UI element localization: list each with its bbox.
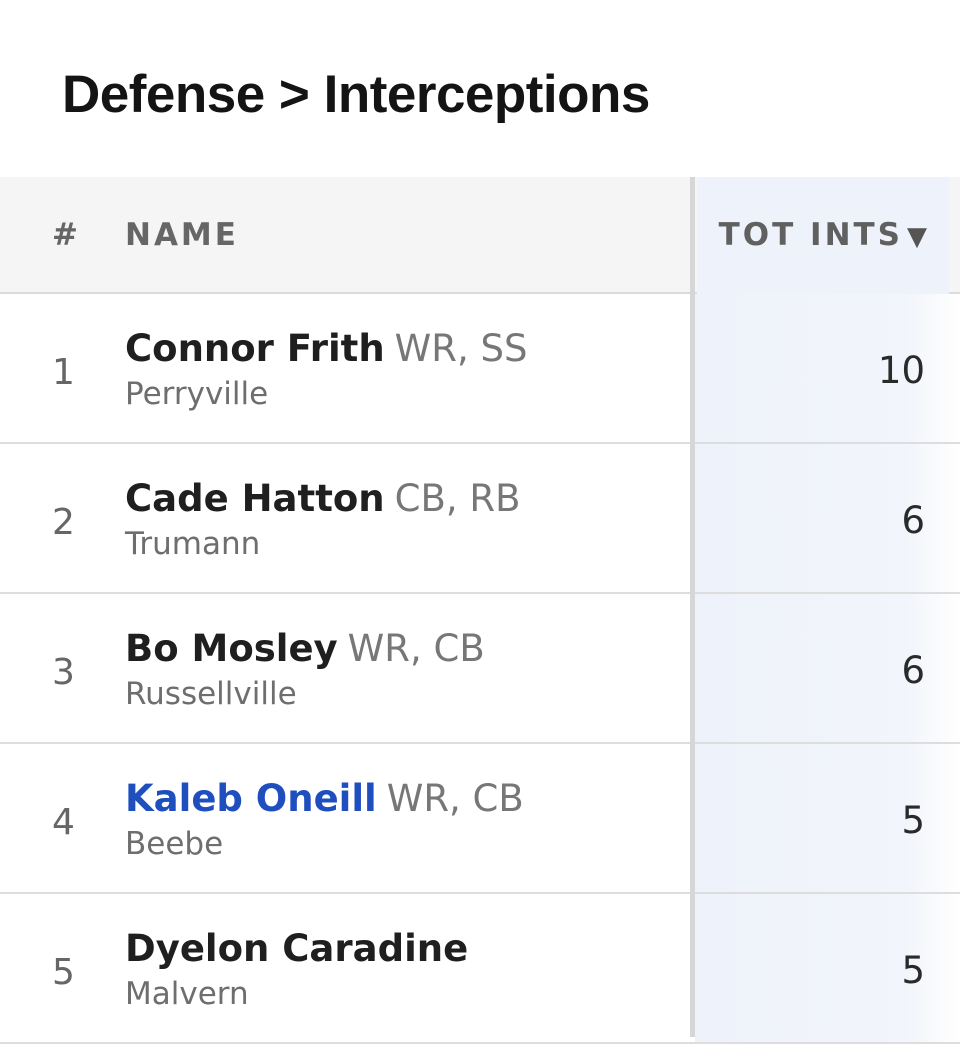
row-rank: 3 [52,652,75,693]
interceptions-table: # NAME TOT INTS ▼ 1 Connor Frith WR, SS Pe… [0,177,960,1044]
stat-column-highlight [695,894,960,1042]
tot-ints-value: 6 [901,649,925,692]
row-rank: 5 [52,952,75,993]
stat-column-highlight [695,744,960,892]
tot-ints-value: 10 [877,349,925,392]
column-header-name[interactable]: NAME [125,217,239,253]
player-positions: WR, CB [386,777,524,820]
player-name-line: Connor Frith WR, SS [125,327,527,371]
tot-ints-value: 6 [901,499,925,542]
table-row: 3 Bo Mosley WR, CB Russellville 6 [0,594,960,744]
player-school: Beebe [125,826,224,862]
player-name-line: Bo Mosley WR, CB [125,627,485,671]
player-school: Malvern [125,976,249,1012]
player-name: Cade Hatton [125,477,385,520]
player-name: Dyelon Caradine [125,927,469,970]
player-name-line: Dyelon Caradine [125,927,478,971]
table-header: # NAME TOT INTS ▼ [0,177,960,294]
player-positions: WR, CB [347,627,485,670]
player-school: Russellville [125,676,297,712]
row-rank: 4 [52,802,75,843]
stat-column-highlight [695,594,960,742]
stat-column-highlight [695,294,960,442]
tot-ints-value: 5 [901,799,925,842]
player-name-link[interactable]: Kaleb Oneill [125,777,377,820]
column-header-tot-ints-label: TOT INTS [718,217,903,253]
column-header-tot-ints[interactable]: TOT INTS ▼ [697,177,949,294]
player-positions: WR, SS [394,327,528,370]
column-header-rank: # [52,217,78,253]
table-row: 2 Cade Hatton CB, RB Trumann 6 [0,444,960,594]
page-title: Defense > Interceptions [62,65,650,124]
player-name: Connor Frith [125,327,385,370]
sort-descending-icon: ▼ [907,222,927,252]
player-name-line: Cade Hatton CB, RB [125,477,521,521]
table-row: 4 Kaleb Oneill WR, CB Beebe 5 [0,744,960,894]
player-school: Perryville [125,376,269,412]
player-name: Bo Mosley [125,627,338,670]
row-rank: 2 [52,502,75,543]
row-rank: 1 [52,352,75,393]
player-school: Trumann [125,526,261,562]
column-divider [690,177,695,1037]
player-name-line: Kaleb Oneill WR, CB [125,777,524,821]
tot-ints-value: 5 [901,949,925,992]
stat-column-highlight [695,444,960,592]
player-positions: CB, RB [394,477,521,520]
table-row: 1 Connor Frith WR, SS Perryville 10 [0,294,960,444]
table-row: 5 Dyelon Caradine Malvern 5 [0,894,960,1044]
